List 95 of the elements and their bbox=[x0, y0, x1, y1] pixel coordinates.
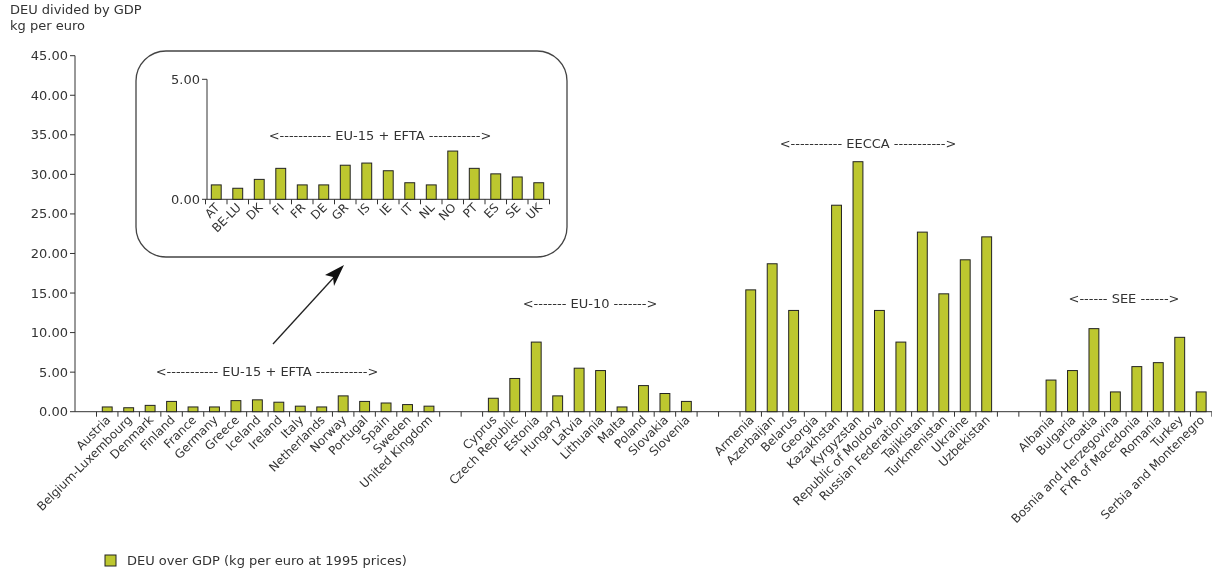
bar bbox=[1195, 391, 1207, 413]
bar bbox=[831, 204, 842, 413]
bar bbox=[852, 161, 864, 413]
y-tick-label: 30.00 bbox=[30, 166, 68, 182]
bar bbox=[101, 406, 113, 413]
y-tick-label: 0.00 bbox=[171, 191, 200, 207]
bar bbox=[511, 176, 523, 200]
x-tick-label: SE bbox=[502, 200, 524, 222]
bar bbox=[296, 184, 308, 200]
bar bbox=[659, 393, 671, 413]
bar bbox=[339, 164, 351, 200]
bar bbox=[895, 341, 907, 413]
bar bbox=[1045, 379, 1057, 413]
bar bbox=[916, 231, 928, 413]
y-tick-label: 10.00 bbox=[30, 325, 68, 341]
bar bbox=[232, 187, 244, 200]
bar bbox=[144, 404, 156, 413]
x-tick-label: ES bbox=[481, 200, 502, 222]
bar bbox=[509, 377, 521, 413]
bar bbox=[788, 309, 800, 413]
bar bbox=[273, 401, 285, 413]
bar bbox=[425, 184, 437, 200]
bar bbox=[187, 406, 199, 413]
bar bbox=[253, 178, 265, 200]
x-tick-label: DK bbox=[243, 199, 267, 223]
bar bbox=[1131, 366, 1143, 413]
y-tick-label: 20.00 bbox=[30, 246, 68, 262]
bar bbox=[530, 341, 542, 413]
y-tick-label: 0.00 bbox=[39, 404, 68, 420]
x-tick-label: FI bbox=[269, 200, 287, 218]
x-tick-label: IE bbox=[376, 200, 395, 219]
bar bbox=[680, 400, 692, 413]
bar bbox=[294, 405, 306, 413]
y-tick-label: 5.00 bbox=[39, 364, 68, 380]
bar bbox=[318, 184, 330, 200]
bar bbox=[316, 406, 328, 413]
bar bbox=[1152, 362, 1164, 413]
bar bbox=[123, 407, 135, 413]
bar bbox=[1088, 328, 1100, 413]
bar bbox=[552, 395, 564, 413]
bar bbox=[573, 367, 585, 413]
bar bbox=[380, 402, 392, 413]
bar bbox=[595, 370, 607, 413]
y-tick-label: 25.00 bbox=[30, 206, 68, 222]
bar bbox=[487, 397, 499, 413]
bar bbox=[981, 236, 993, 413]
y-axis-title: kg per euro bbox=[10, 18, 85, 33]
bar bbox=[1174, 336, 1186, 413]
bar bbox=[209, 406, 220, 413]
bar bbox=[1067, 370, 1078, 413]
x-tick-label: NO bbox=[435, 200, 459, 224]
x-tick-label: IS bbox=[355, 200, 373, 219]
bar bbox=[616, 406, 628, 413]
bar bbox=[359, 400, 371, 413]
bar bbox=[275, 167, 287, 200]
x-tick-label: UK bbox=[523, 199, 546, 223]
bar bbox=[959, 259, 971, 413]
bar bbox=[533, 182, 545, 200]
bar bbox=[404, 182, 416, 200]
bar bbox=[166, 400, 178, 413]
y-tick-label: 5.00 bbox=[171, 71, 200, 87]
y-tick-label: 35.00 bbox=[30, 127, 68, 143]
annotation: <------- EU-10 -------> bbox=[522, 296, 658, 311]
bar bbox=[447, 150, 459, 200]
bar bbox=[361, 162, 373, 200]
bar bbox=[766, 263, 778, 413]
bar bbox=[230, 400, 242, 413]
bar bbox=[873, 309, 885, 413]
annotation: <----------- EECCA -----------> bbox=[779, 136, 957, 151]
bar bbox=[337, 395, 349, 413]
bar bbox=[210, 184, 222, 200]
bar bbox=[251, 399, 263, 413]
bar bbox=[1109, 391, 1121, 413]
bar bbox=[468, 167, 480, 200]
y-tick-label: 45.00 bbox=[30, 48, 68, 64]
x-tick-label: DE bbox=[308, 200, 330, 223]
y-tick-label: 15.00 bbox=[30, 285, 68, 301]
bar bbox=[490, 173, 502, 200]
x-tick-label: IT bbox=[398, 200, 417, 219]
annotation: <------ SEE ------> bbox=[1068, 291, 1180, 306]
annotation: <----------- EU-15 + EFTA -----------> bbox=[155, 364, 379, 379]
x-tick-label: FR bbox=[287, 200, 309, 222]
bar bbox=[638, 385, 649, 413]
y-tick-label: 40.00 bbox=[30, 87, 68, 103]
annotation: <----------- EU-15 + EFTA -----------> bbox=[268, 128, 492, 143]
legend-label: DEU over GDP (kg per euro at 1995 prices) bbox=[127, 553, 407, 568]
chart-title: DEU divided by GDP bbox=[10, 2, 142, 17]
x-tick-label: NL bbox=[416, 200, 438, 222]
bar bbox=[382, 170, 394, 200]
x-tick-label: PT bbox=[460, 200, 481, 221]
x-tick-label: GR bbox=[329, 200, 352, 223]
bar bbox=[402, 404, 413, 413]
bar bbox=[745, 289, 757, 413]
bar bbox=[938, 293, 950, 413]
bar bbox=[423, 405, 435, 413]
